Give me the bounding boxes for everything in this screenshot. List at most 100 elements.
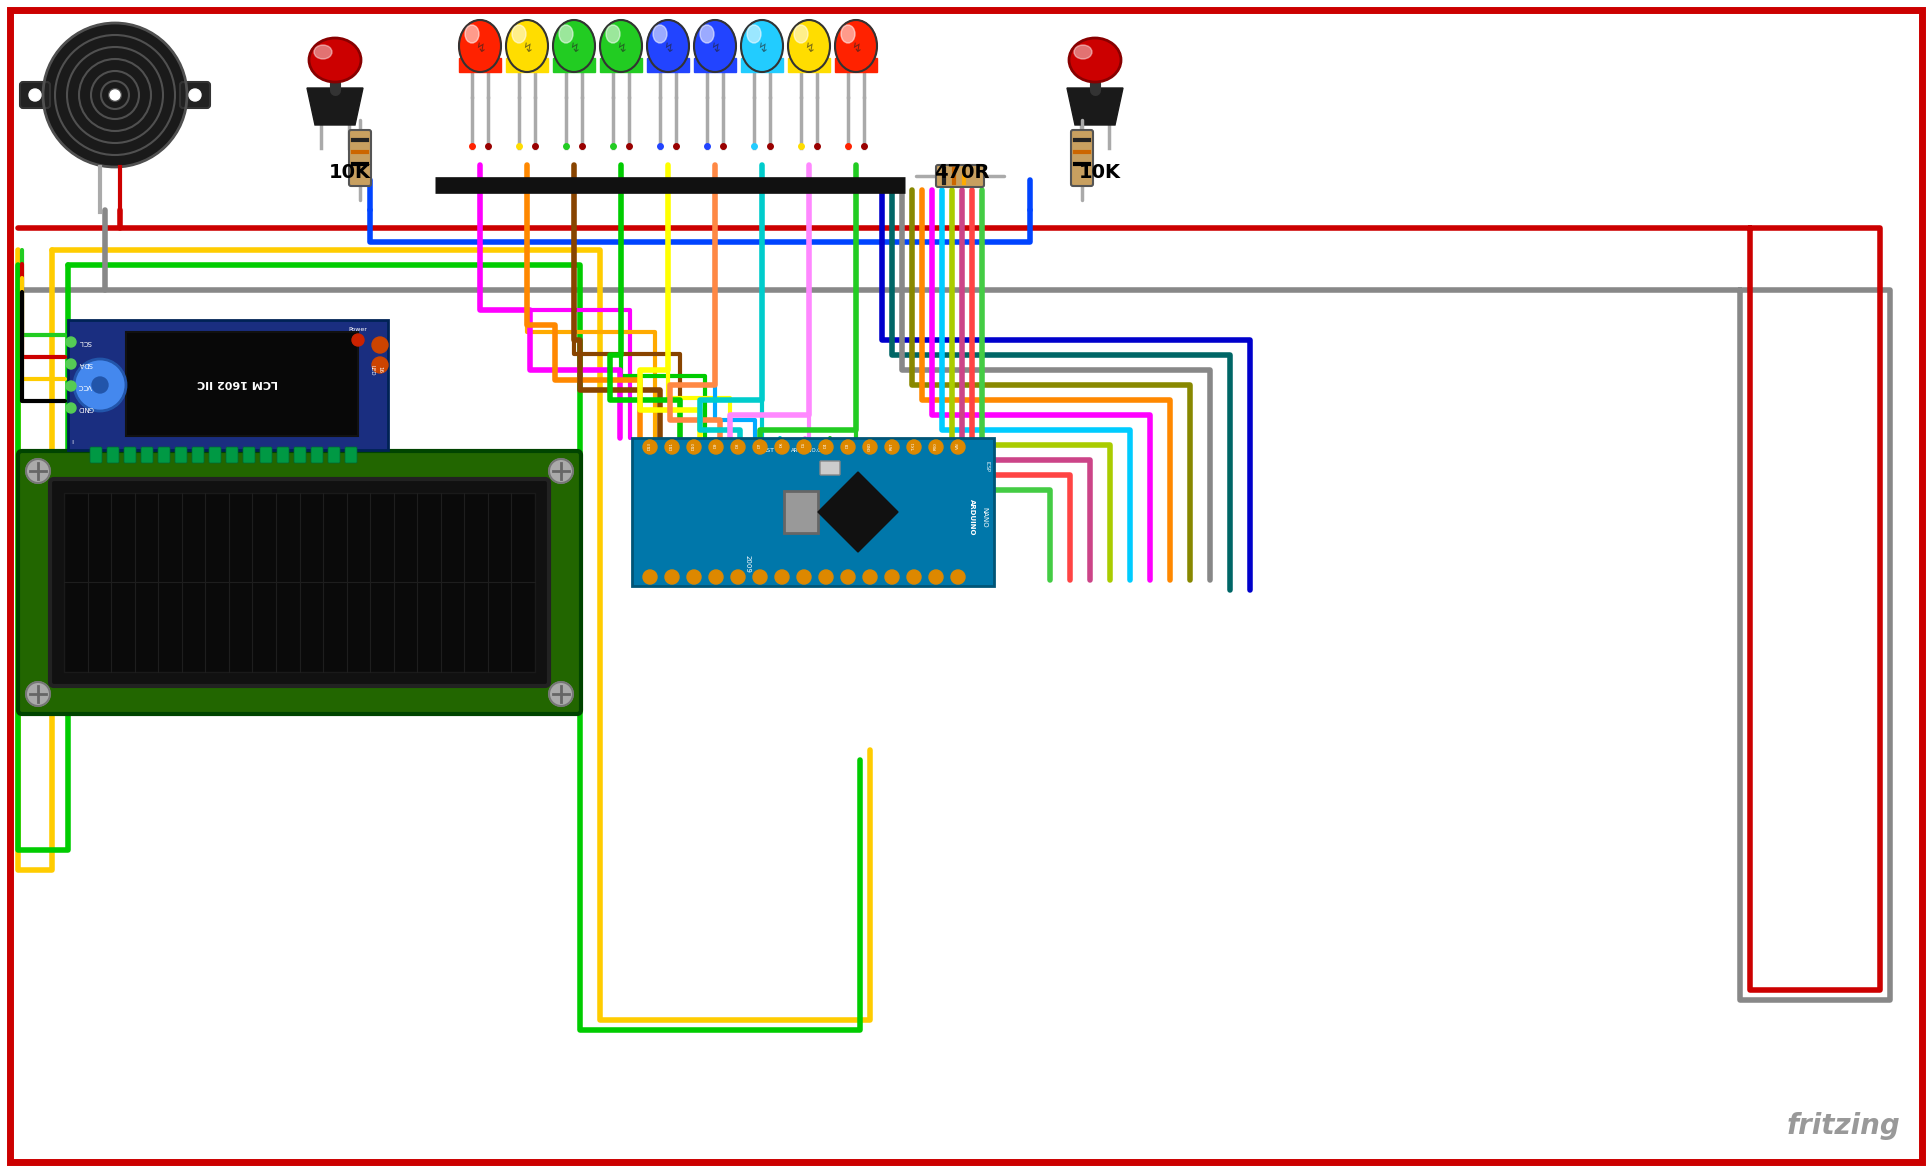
Circle shape [643, 570, 657, 584]
FancyBboxPatch shape [50, 479, 549, 686]
Circle shape [352, 334, 363, 346]
Circle shape [730, 440, 746, 454]
Bar [460, 58, 500, 72]
Text: ↯: ↯ [709, 41, 721, 54]
FancyBboxPatch shape [126, 332, 357, 436]
FancyBboxPatch shape [311, 447, 323, 463]
Text: D3: D3 [846, 442, 850, 448]
Text: SCL: SCL [77, 339, 91, 345]
FancyBboxPatch shape [64, 493, 535, 671]
Circle shape [66, 359, 75, 369]
Text: NANO: NANO [981, 507, 987, 527]
Text: ↯: ↯ [804, 41, 813, 54]
Text: SDA: SDA [77, 361, 93, 367]
Circle shape [951, 440, 964, 454]
Circle shape [643, 440, 657, 454]
Text: ↯: ↯ [522, 41, 531, 54]
FancyBboxPatch shape [106, 447, 120, 463]
Circle shape [110, 91, 120, 100]
Bar [694, 58, 736, 72]
Ellipse shape [466, 25, 479, 44]
Text: ↯: ↯ [663, 41, 672, 54]
Circle shape [906, 440, 922, 454]
Circle shape [730, 570, 746, 584]
Ellipse shape [553, 20, 595, 72]
Circle shape [798, 440, 811, 454]
FancyBboxPatch shape [124, 447, 135, 463]
Text: 10K: 10K [1078, 162, 1121, 181]
Ellipse shape [607, 25, 620, 44]
Circle shape [753, 570, 767, 584]
Ellipse shape [840, 25, 856, 44]
Text: ARDUINO.CC: ARDUINO.CC [790, 448, 825, 453]
Text: D11: D11 [670, 442, 674, 450]
FancyBboxPatch shape [294, 447, 305, 463]
Ellipse shape [512, 25, 526, 44]
Text: GND: GND [77, 405, 95, 410]
Ellipse shape [558, 25, 574, 44]
Text: D9: D9 [715, 442, 719, 448]
FancyBboxPatch shape [346, 447, 357, 463]
FancyBboxPatch shape [19, 82, 50, 108]
Circle shape [66, 403, 75, 413]
Circle shape [373, 338, 388, 353]
Ellipse shape [1074, 45, 1092, 59]
Circle shape [951, 570, 964, 584]
Text: ↯: ↯ [568, 41, 580, 54]
Ellipse shape [460, 20, 500, 72]
FancyBboxPatch shape [209, 447, 220, 463]
Polygon shape [817, 472, 898, 552]
Circle shape [840, 570, 856, 584]
FancyBboxPatch shape [261, 447, 272, 463]
Circle shape [929, 570, 943, 584]
Circle shape [709, 570, 723, 584]
Text: ICSP: ICSP [983, 461, 989, 472]
Circle shape [66, 381, 75, 390]
Ellipse shape [794, 25, 808, 44]
Bar [601, 58, 641, 72]
FancyBboxPatch shape [176, 447, 187, 463]
Circle shape [373, 358, 388, 373]
Text: D13: D13 [647, 442, 651, 450]
Circle shape [25, 459, 50, 483]
Circle shape [66, 338, 75, 347]
Ellipse shape [788, 20, 831, 72]
Text: D6: D6 [781, 442, 784, 447]
Circle shape [549, 682, 574, 706]
Circle shape [753, 440, 767, 454]
Circle shape [775, 440, 788, 454]
Circle shape [885, 570, 898, 584]
FancyBboxPatch shape [226, 447, 238, 463]
Polygon shape [307, 88, 363, 125]
Circle shape [775, 570, 788, 584]
FancyBboxPatch shape [935, 165, 983, 187]
Ellipse shape [315, 45, 332, 59]
Circle shape [73, 359, 126, 410]
Circle shape [798, 570, 811, 584]
Ellipse shape [601, 20, 641, 72]
Text: GND: GND [867, 442, 871, 452]
FancyBboxPatch shape [17, 452, 582, 714]
Circle shape [688, 440, 701, 454]
Text: D8: D8 [736, 442, 740, 448]
Text: ↯: ↯ [850, 41, 862, 54]
FancyBboxPatch shape [784, 492, 817, 533]
Bar [647, 58, 690, 72]
Circle shape [665, 440, 678, 454]
Ellipse shape [1068, 38, 1121, 82]
FancyBboxPatch shape [158, 447, 170, 463]
Text: ↯: ↯ [757, 41, 767, 54]
FancyBboxPatch shape [191, 447, 205, 463]
Text: 470R: 470R [935, 162, 989, 181]
Text: RX0: RX0 [933, 442, 939, 449]
Ellipse shape [742, 20, 782, 72]
FancyBboxPatch shape [91, 447, 102, 463]
Ellipse shape [835, 20, 877, 72]
Text: TX1: TX1 [912, 442, 916, 449]
FancyBboxPatch shape [276, 447, 290, 463]
Text: VCC: VCC [77, 383, 93, 389]
Text: LED: LED [369, 365, 375, 375]
Text: fritzing: fritzing [1787, 1112, 1899, 1140]
Circle shape [929, 440, 943, 454]
Ellipse shape [309, 38, 361, 82]
